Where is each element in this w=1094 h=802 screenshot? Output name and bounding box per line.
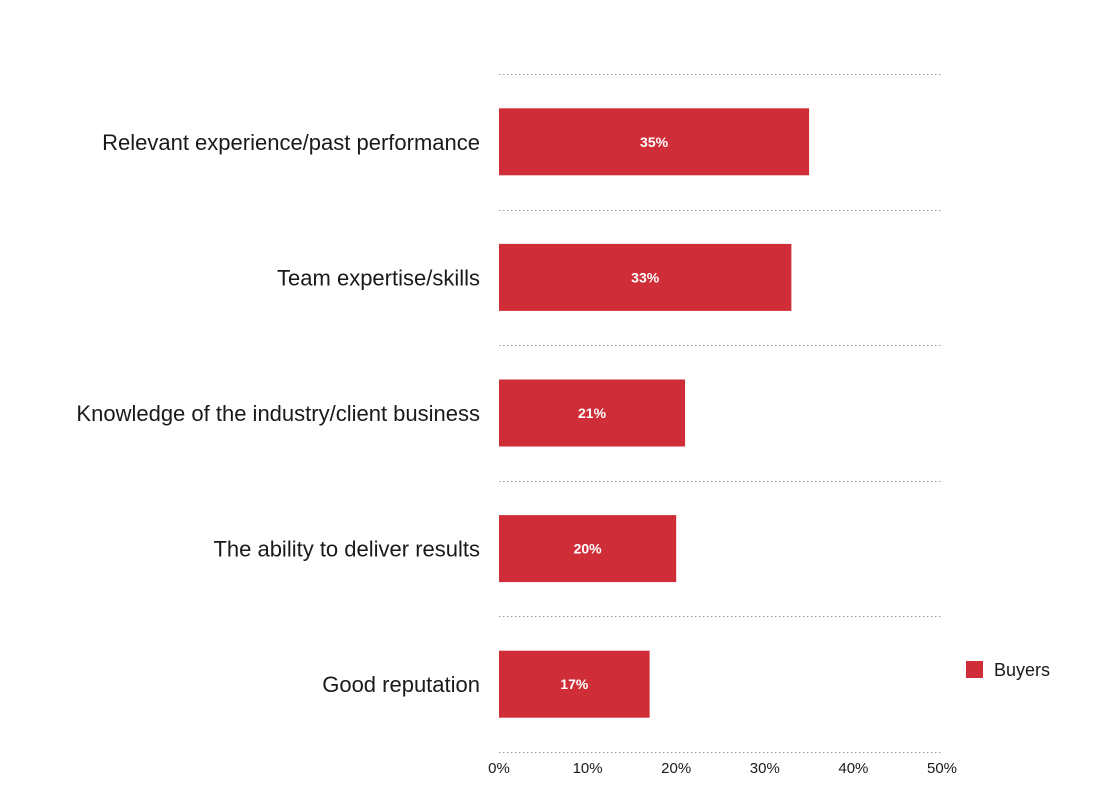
x-tick-label: 0% bbox=[488, 760, 510, 777]
category-label-good-reputation: Good reputation bbox=[322, 672, 480, 697]
x-axis-ticks: 0% 10% 20% 30% 40% 50% bbox=[488, 760, 957, 777]
legend-label-buyers: Buyers bbox=[994, 660, 1050, 680]
data-label-the-ability-to-deliver-results: 20% bbox=[574, 541, 603, 557]
bar-team-expertise-skills bbox=[499, 243, 792, 311]
category-label-relevant-experience-past-performance: Relevant experience/past performance bbox=[102, 130, 480, 155]
bars bbox=[499, 108, 810, 718]
bar-relevant-experience-past-performance bbox=[499, 108, 810, 176]
grid-lines bbox=[499, 74, 942, 753]
bar-knowledge-of-the-industry-client-business bbox=[499, 379, 686, 447]
data-label-good-reputation: 17% bbox=[560, 676, 589, 692]
bar-good-reputation bbox=[499, 650, 650, 718]
x-tick-label: 30% bbox=[750, 760, 780, 777]
data-label-team-expertise-skills: 33% bbox=[631, 269, 660, 285]
x-tick-label: 40% bbox=[838, 760, 868, 777]
x-tick-label: 20% bbox=[661, 760, 691, 777]
legend: Buyers bbox=[966, 660, 1050, 680]
data-label-knowledge-of-the-industry-client-business: 21% bbox=[578, 405, 607, 421]
category-label-team-expertise-skills: Team expertise/skills bbox=[277, 265, 480, 290]
legend-swatch-buyers bbox=[966, 661, 983, 678]
category-label-the-ability-to-deliver-results: The ability to deliver results bbox=[213, 537, 480, 562]
category-labels: Relevant experience/past performance Team… bbox=[76, 130, 480, 697]
bar-the-ability-to-deliver-results bbox=[499, 515, 677, 583]
x-tick-label: 50% bbox=[927, 760, 957, 777]
x-tick-label: 10% bbox=[573, 760, 603, 777]
data-label-relevant-experience-past-performance: 35% bbox=[640, 134, 669, 150]
category-label-knowledge-of-the-industry-client-business: Knowledge of the industry/client busines… bbox=[76, 401, 480, 426]
data-labels: 35% 33% 21% 20% 17% bbox=[560, 134, 668, 692]
